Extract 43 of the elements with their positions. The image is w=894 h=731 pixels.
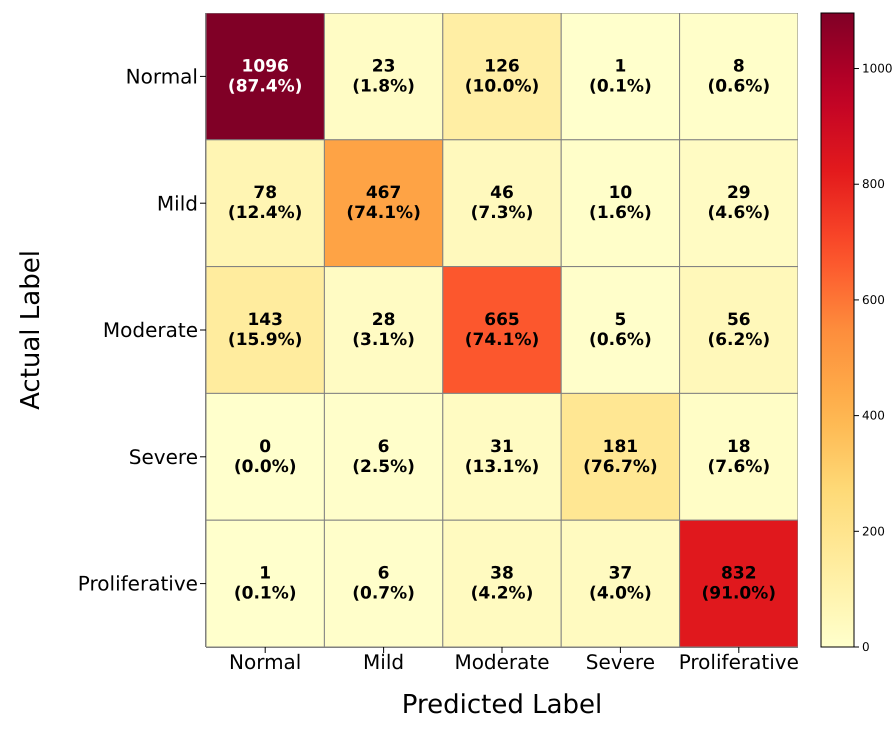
data-label: 1 (0.1%) bbox=[234, 564, 297, 604]
data-label: 18 (7.6%) bbox=[707, 436, 770, 477]
color-bar-label: 1000 bbox=[862, 62, 893, 76]
data-label: 181 (76.7%) bbox=[583, 436, 658, 477]
x-tick-label: Proliferative bbox=[678, 650, 799, 674]
data-label: 46 (7.3%) bbox=[470, 183, 534, 224]
y-axis-title: Actual Label bbox=[16, 250, 46, 410]
data-label: 31 (13.1%) bbox=[464, 436, 540, 477]
data-label: 23 (1.8%) bbox=[352, 56, 415, 96]
x-tick-label: Moderate bbox=[454, 650, 550, 674]
y-tick-label: Mild bbox=[156, 191, 198, 216]
y-tick-label: Severe bbox=[128, 444, 198, 469]
data-label: 28 (3.1%) bbox=[352, 310, 415, 350]
data-label: 832 (91.0%) bbox=[702, 564, 776, 604]
y-tick-label: Proliferative bbox=[78, 572, 198, 596]
data-label: 10 (1.6%) bbox=[589, 183, 652, 224]
y-tick-label: Normal bbox=[126, 64, 198, 88]
data-label: 143 (15.9%) bbox=[228, 310, 302, 350]
color-bar-label: 200 bbox=[862, 524, 885, 538]
data-label: 126 (10.0%) bbox=[464, 56, 540, 96]
data-label: 0 (0.0%) bbox=[234, 436, 297, 477]
data-label: 56 (6.2%) bbox=[707, 310, 770, 350]
data-label: 5 (0.6%) bbox=[589, 310, 652, 350]
color-bar-label: 0 bbox=[862, 640, 870, 654]
data-label: 8 (0.6%) bbox=[707, 56, 770, 96]
data-label: 665 (74.1%) bbox=[464, 310, 540, 350]
data-label: 29 (4.6%) bbox=[707, 183, 770, 224]
data-label: 78 (12.4%) bbox=[228, 183, 302, 224]
color-bar-label: 600 bbox=[862, 292, 885, 307]
x-tick-label: Mild bbox=[363, 650, 404, 674]
data-label: 1096 (87.4%) bbox=[228, 56, 302, 96]
color-bar-label: 400 bbox=[862, 408, 885, 423]
x-tick-label: Severe bbox=[586, 650, 656, 674]
data-label: 6 (0.7%) bbox=[352, 564, 415, 604]
x-axis-title: Predicted Label bbox=[402, 690, 602, 720]
data-label: 467 (74.1%) bbox=[346, 183, 421, 224]
data-label: 1 (0.1%) bbox=[589, 56, 652, 96]
color-bar-label: 800 bbox=[862, 177, 885, 192]
data-label: 38 (4.2%) bbox=[470, 564, 534, 604]
x-tick-label: Normal bbox=[229, 650, 302, 674]
data-label: 37 (4.0%) bbox=[589, 564, 652, 604]
data-label: 6 (2.5%) bbox=[352, 436, 415, 477]
y-tick-label: Moderate bbox=[102, 318, 198, 342]
